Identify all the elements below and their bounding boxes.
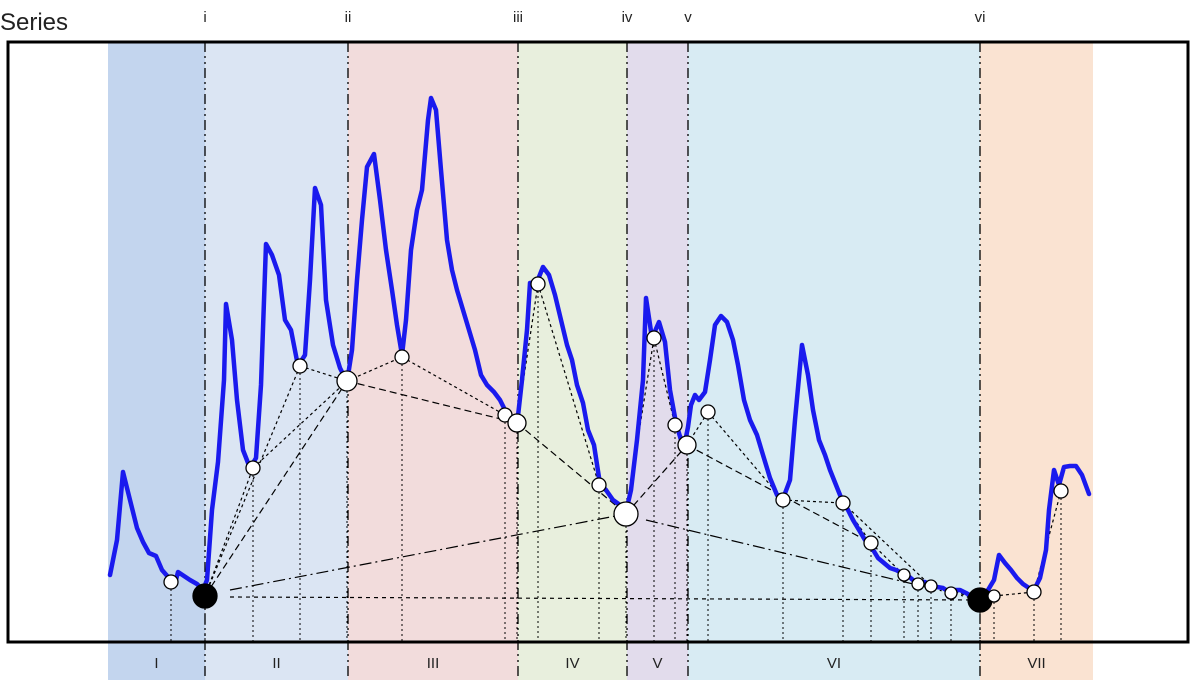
connector-line-12 bbox=[516, 422, 627, 515]
segment-label-3: III bbox=[427, 655, 440, 672]
connector-line-28 bbox=[229, 596, 981, 601]
open-node-11 bbox=[613, 501, 639, 527]
open-node-15 bbox=[700, 404, 716, 420]
open-node-3 bbox=[245, 460, 261, 476]
plot-frame bbox=[6, 40, 1190, 644]
open-node-20 bbox=[911, 577, 925, 591]
connector-line-5 bbox=[299, 365, 348, 382]
segment-labels: I II III IV V VI VII bbox=[154, 655, 1045, 672]
connector-line-7 bbox=[346, 380, 518, 424]
segment-label-7: VII bbox=[1027, 655, 1045, 672]
boundary-label-1: i bbox=[203, 9, 206, 26]
boundary-lines bbox=[204, 42, 981, 680]
boundary-label-5: v bbox=[684, 9, 692, 26]
filled-node-23 bbox=[967, 587, 993, 613]
connector-line-1 bbox=[204, 467, 254, 597]
segment-label-5: V bbox=[652, 655, 662, 672]
open-node-25 bbox=[1026, 584, 1042, 600]
open-node-1 bbox=[163, 574, 179, 590]
open-node-21 bbox=[924, 579, 938, 593]
segment-label-1: I bbox=[154, 655, 158, 672]
boundary-label-4: iv bbox=[622, 9, 633, 26]
connector-line-26 bbox=[842, 502, 932, 587]
open-node-4 bbox=[292, 358, 308, 374]
connector-line-11 bbox=[537, 283, 600, 486]
open-node-5 bbox=[336, 370, 358, 392]
segment-band-2 bbox=[205, 42, 348, 680]
segment-label-6: VI bbox=[827, 655, 841, 672]
segment-band-7 bbox=[980, 42, 1093, 680]
open-node-6 bbox=[394, 349, 410, 365]
segment-label-4: IV bbox=[565, 655, 579, 672]
boundary-label-6: vi bbox=[975, 9, 986, 26]
boundary-label-3: iii bbox=[513, 9, 523, 26]
open-node-18 bbox=[863, 535, 879, 551]
diagram-title: Series bbox=[0, 9, 68, 36]
connector-line-20 bbox=[707, 411, 784, 501]
open-node-9 bbox=[530, 276, 546, 292]
connector-line-29 bbox=[993, 591, 1035, 597]
open-node-14 bbox=[677, 435, 697, 455]
open-node-8 bbox=[507, 413, 527, 433]
boundary-label-2: ii bbox=[345, 9, 352, 26]
segment-bands bbox=[108, 42, 1093, 680]
connector-line-8 bbox=[401, 356, 506, 416]
segment-band-5 bbox=[627, 42, 688, 680]
segment-band-3 bbox=[348, 42, 518, 680]
open-node-19 bbox=[897, 568, 911, 582]
open-node-17 bbox=[835, 495, 851, 511]
boundary-labels: i ii iii iv v vi bbox=[203, 9, 985, 26]
filled-node-2 bbox=[192, 583, 218, 609]
connector-line-3 bbox=[204, 380, 348, 597]
open-node-16 bbox=[775, 492, 791, 508]
connector-line-22 bbox=[782, 499, 844, 504]
segment-label-2: II bbox=[272, 655, 280, 672]
connector-line-6 bbox=[346, 356, 403, 382]
open-node-10 bbox=[591, 477, 607, 493]
nodes bbox=[163, 276, 1069, 613]
drop-lines bbox=[170, 291, 1062, 642]
connector-line-14 bbox=[229, 513, 627, 591]
open-node-22 bbox=[944, 586, 958, 600]
open-node-12 bbox=[646, 330, 662, 346]
open-node-24 bbox=[987, 589, 1001, 603]
segment-band-1 bbox=[108, 42, 205, 680]
connector-line-18 bbox=[625, 444, 688, 515]
open-node-13 bbox=[667, 417, 683, 433]
open-node-26 bbox=[1053, 483, 1069, 499]
connector-line-27 bbox=[645, 519, 981, 601]
